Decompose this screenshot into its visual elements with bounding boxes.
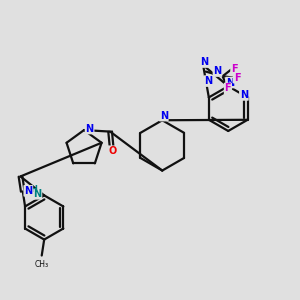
Text: N: N [160,111,168,121]
Text: CH₃: CH₃ [35,260,49,269]
Text: N: N [85,124,94,134]
Text: F: F [231,64,238,74]
Text: N: N [213,66,221,76]
Text: F: F [225,83,231,94]
Text: O: O [108,146,116,156]
Text: N: N [24,186,32,196]
Text: H: H [30,185,37,194]
Text: F: F [234,73,240,83]
Text: N: N [33,189,41,199]
Text: N: N [201,57,209,67]
Text: N: N [240,90,248,100]
Text: N: N [226,77,234,88]
Text: N: N [204,76,212,86]
